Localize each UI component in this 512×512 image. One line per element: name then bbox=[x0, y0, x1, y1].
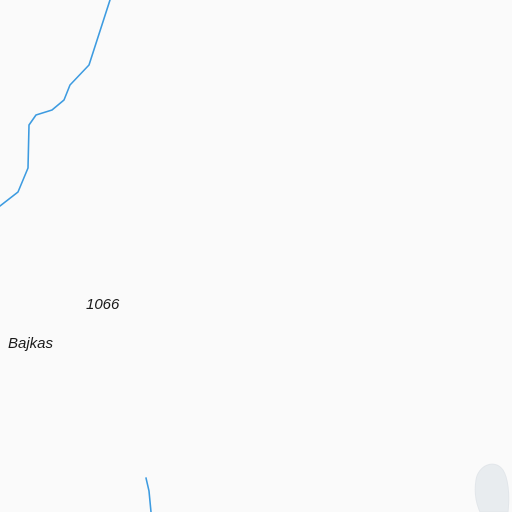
place-label: Bajkas bbox=[8, 335, 54, 352]
lake-shape bbox=[474, 463, 510, 512]
stream-line bbox=[145, 477, 152, 512]
river-line bbox=[0, 0, 111, 207]
elevation-label: 1066 bbox=[86, 296, 120, 313]
